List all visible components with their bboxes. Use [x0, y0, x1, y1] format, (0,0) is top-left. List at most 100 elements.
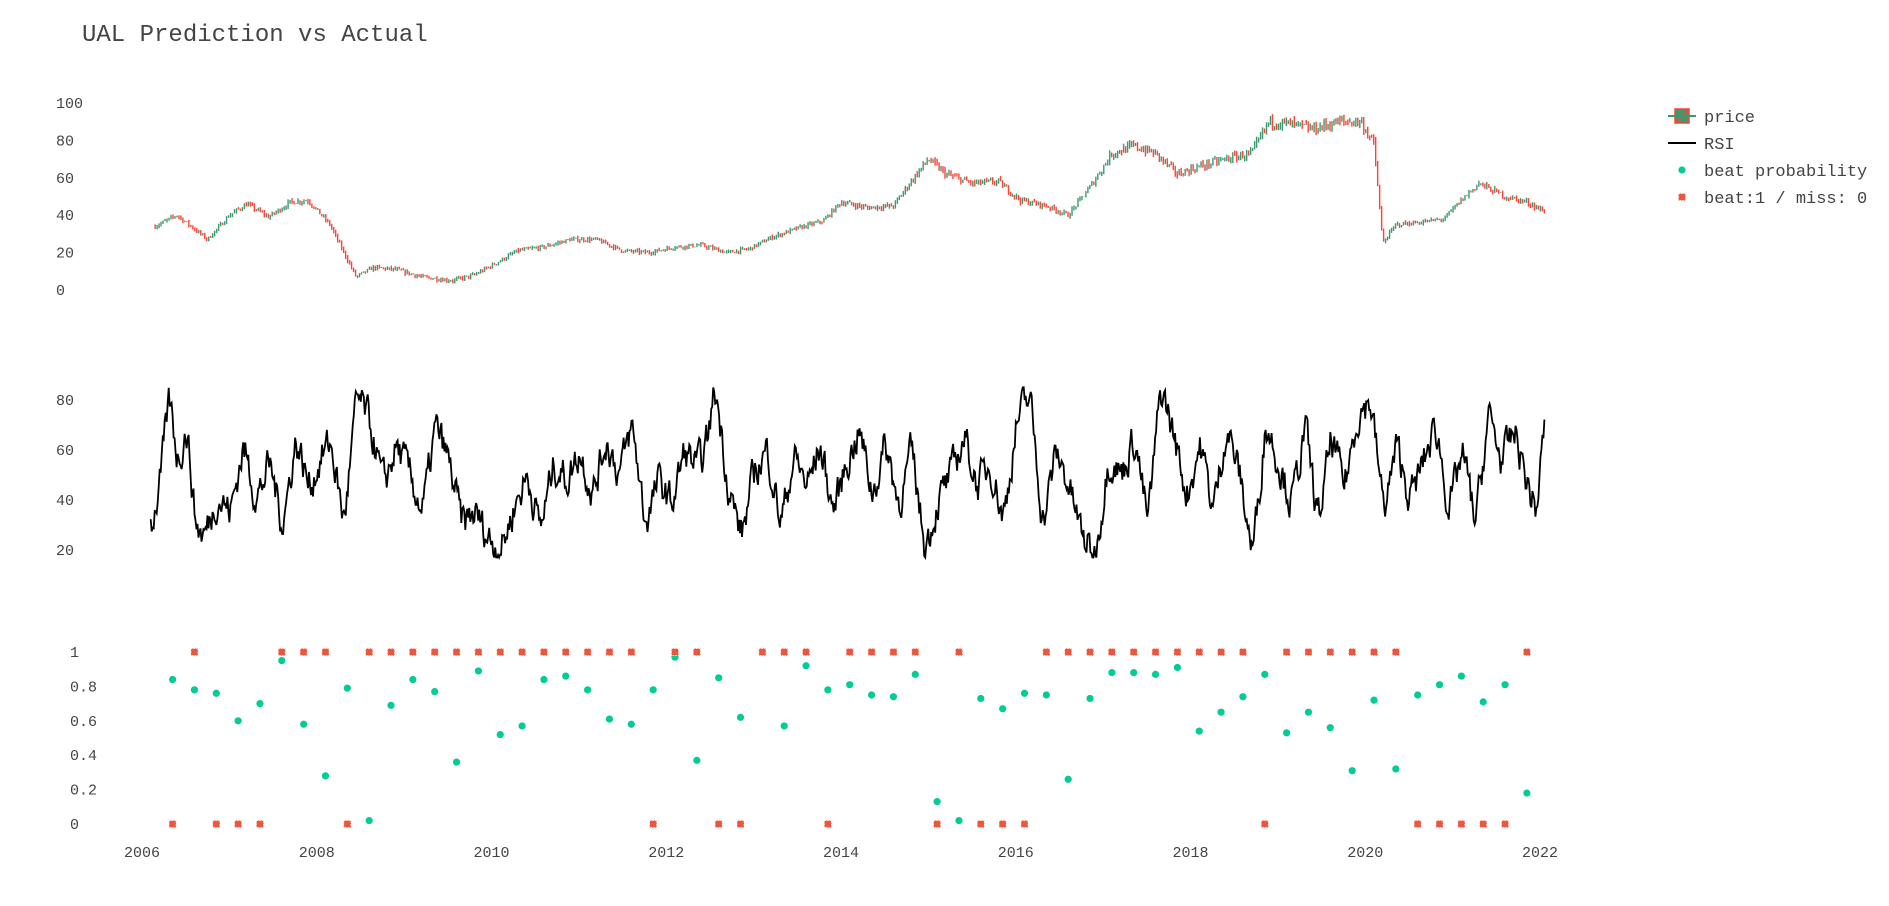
legend-label: price [1704, 109, 1755, 128]
probability-point [802, 662, 810, 670]
probability-point [649, 686, 657, 694]
beat-point [1282, 647, 1291, 657]
beat-point [255, 819, 265, 829]
probability-point [1064, 775, 1072, 783]
price-series [154, 114, 1546, 284]
legend-label: RSI [1704, 136, 1735, 155]
rsi-y-tick-label: 80 [56, 393, 74, 410]
probability-point [1108, 669, 1116, 677]
probability-point [474, 667, 482, 675]
x-tick-label: 2006 [124, 845, 160, 862]
probability-point [1195, 727, 1203, 735]
probability-point [1261, 670, 1269, 678]
beat-point [1391, 647, 1400, 657]
x-tick-label: 2018 [1172, 845, 1208, 862]
beat-point [452, 647, 461, 657]
rsi-y-tick-label: 60 [56, 443, 74, 460]
probability-point [1020, 689, 1029, 697]
beat-point [518, 647, 527, 657]
x-tick-label: 2010 [473, 845, 509, 862]
price-panel: 0 20 40 60 80 100 [56, 96, 1546, 300]
beat-y-tick-label: 0.2 [70, 783, 97, 800]
beat-point [802, 647, 811, 657]
probability-point [605, 715, 614, 723]
beat-point [1042, 647, 1051, 657]
rsi-y-tick-label: 40 [56, 493, 74, 510]
beat-point [670, 647, 680, 657]
beat-y-tick-label: 0.6 [70, 714, 97, 731]
beat-point [1260, 819, 1269, 829]
x-tick-label: 2008 [299, 845, 335, 862]
probability-point [518, 722, 526, 730]
beat-y-tick-label: 0.8 [70, 679, 97, 696]
probability-point [234, 717, 242, 725]
probability-point [1348, 767, 1356, 775]
probability-point [256, 700, 264, 708]
beat-point [386, 647, 396, 657]
beat-point [234, 819, 243, 829]
probability-point [1414, 691, 1422, 699]
probability-point [431, 687, 439, 696]
x-tick-label: 2020 [1347, 845, 1383, 862]
probability-point [824, 686, 832, 694]
beat-point [845, 647, 854, 657]
price-y-tick-label: 80 [56, 133, 74, 150]
beat-point [1217, 647, 1226, 657]
beat-point [1173, 647, 1182, 657]
probability-point [321, 772, 330, 780]
price-y-tick-label: 100 [56, 96, 83, 113]
beat-point [1129, 647, 1138, 657]
beat-point [736, 819, 745, 829]
beat-point [365, 647, 374, 657]
beat-point [780, 647, 789, 657]
beat-point [649, 819, 658, 829]
beat-point [1151, 647, 1160, 657]
probability-point [300, 720, 308, 728]
probability-point [715, 674, 723, 682]
probability-point [1501, 681, 1509, 689]
probability-point [955, 816, 963, 825]
probability-point [1217, 708, 1225, 716]
beat-point [1020, 819, 1029, 829]
probability-point [1173, 663, 1181, 672]
beat-y-tick-label: 0 [70, 817, 79, 834]
beat-point [1348, 647, 1357, 657]
probability-point [1130, 669, 1138, 677]
beat-point [583, 647, 592, 657]
x-tick-label: 2016 [998, 845, 1034, 862]
probability-point [1283, 729, 1291, 737]
beat-point [1195, 647, 1204, 657]
beat-point [1479, 819, 1488, 829]
beat-point [976, 819, 985, 829]
beat-point [1457, 819, 1466, 829]
legend-label: beat probability [1704, 163, 1867, 182]
beat-point [343, 819, 352, 829]
beat-point [321, 647, 330, 657]
beat-point [1413, 819, 1422, 829]
probability-point [343, 684, 351, 692]
probability-point [212, 689, 220, 697]
beat-point [1326, 647, 1335, 657]
probability-point [540, 675, 548, 684]
beat-point [954, 647, 964, 657]
beat-point [408, 647, 417, 657]
probability-point [278, 657, 286, 665]
beat-point [1522, 647, 1531, 657]
probability-point [911, 670, 919, 678]
beat-y-tick-label: 1 [70, 645, 79, 662]
beat-point [933, 819, 942, 829]
beat-point [561, 647, 570, 657]
chart-title: UAL Prediction vs Actual [82, 22, 428, 49]
legend-probability-icon [1678, 166, 1686, 174]
x-axis: 2006 2008 2010 2012 2014 2016 2018 2020 2022 [124, 845, 1558, 862]
probability-point [562, 672, 570, 680]
probability-point [933, 798, 941, 806]
beat-point [627, 647, 636, 657]
probability-point [1304, 708, 1313, 716]
probability-point [584, 686, 592, 694]
rsi-panel: 20 40 60 80 [56, 386, 1546, 561]
beat-point [1304, 647, 1313, 657]
beat-point [1500, 819, 1510, 829]
